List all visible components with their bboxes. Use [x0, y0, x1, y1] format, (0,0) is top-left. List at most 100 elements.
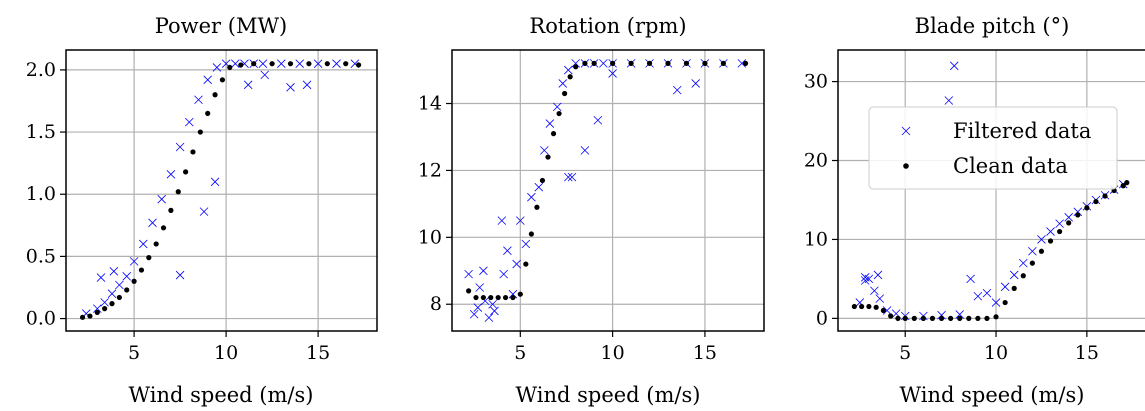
x-tick-label: 5 — [514, 342, 526, 364]
data-point-filtered — [521, 239, 531, 249]
data-point-filtered — [1055, 219, 1064, 228]
data-point-filtered — [982, 288, 992, 298]
marker-stroke — [295, 59, 304, 68]
data-point-filtered — [115, 280, 124, 290]
panel-title: Blade pitch (°) — [915, 14, 1070, 38]
data-point-filtered — [175, 142, 185, 152]
marker-stroke — [737, 59, 747, 68]
marker-stroke — [212, 63, 222, 72]
data-point-filtered — [1000, 282, 1010, 292]
data-point-filtered — [473, 303, 483, 312]
data-point-clean — [251, 61, 257, 67]
data-point-filtered — [991, 298, 1001, 307]
data-point-filtered — [516, 216, 525, 225]
data-point-filtered — [93, 304, 102, 313]
x-tick-label: 10 — [214, 342, 238, 364]
marker-stroke — [313, 59, 323, 68]
data-point-filtered — [1028, 246, 1037, 256]
data-point-filtered — [508, 289, 518, 299]
panel-rotation: Rotation (rpm) Wind speed (m/s) 5 10 15 8 10… — [418, 14, 765, 407]
panel-title: Power (MW) — [155, 14, 288, 38]
marker-stroke — [475, 283, 484, 292]
data-point-clean — [205, 110, 211, 117]
marker-stroke — [203, 75, 212, 85]
data-point-filtered — [1073, 207, 1083, 217]
tick-layer: 5 10 15 0 10 20 30 — [804, 71, 1099, 364]
marker-stroke — [479, 266, 488, 276]
data-point-filtered — [564, 172, 573, 182]
data-point-filtered — [96, 273, 106, 282]
marker-stroke — [882, 306, 892, 315]
y-tick-label: 20 — [804, 150, 828, 172]
data-point-clean — [975, 315, 981, 321]
data-point-clean — [851, 303, 857, 310]
data-point-clean — [528, 231, 534, 237]
panel-title: Rotation (rpm) — [529, 14, 686, 38]
data-point-clean — [269, 61, 275, 67]
data-point-filtered — [1019, 258, 1028, 268]
data-point-filtered — [599, 59, 608, 68]
data-point-filtered — [490, 306, 499, 316]
legend-box — [868, 106, 1118, 190]
y-tick-label: 0.5 — [26, 245, 56, 267]
data-point-filtered — [286, 83, 295, 92]
marker-stroke — [1046, 227, 1055, 236]
marker-stroke — [258, 59, 268, 68]
data-point-filtered — [109, 267, 119, 276]
data-point-clean — [984, 315, 990, 321]
axes-frame — [837, 49, 1145, 332]
marker-stroke — [512, 259, 521, 269]
data-point-clean — [866, 303, 872, 310]
data-point-clean — [610, 60, 616, 66]
panel-power: Power (MW) Wind speed (m/s) 5 10 15 0.0 0.5 1… — [26, 14, 378, 407]
marker-stroke — [672, 85, 682, 95]
data-point-filtered — [497, 216, 507, 225]
data-point-clean — [212, 92, 218, 98]
marker-stroke — [1064, 213, 1073, 222]
data-point-filtered — [691, 79, 700, 88]
y-tick-label: 30 — [804, 71, 828, 93]
marker-stroke — [955, 310, 964, 319]
data-point-clean — [966, 315, 972, 321]
data-point-filtered — [873, 270, 883, 280]
data-point-clean — [646, 60, 653, 66]
data-point-filtered — [527, 192, 536, 202]
marker-stroke — [873, 270, 883, 280]
y-tick-label: 8 — [430, 293, 442, 315]
data-point-filtered — [203, 75, 212, 85]
y-tick-label: 0.0 — [26, 308, 56, 330]
marker-stroke — [231, 59, 240, 68]
data-point-clean — [355, 62, 362, 68]
marker-stroke — [1000, 282, 1010, 292]
marker-stroke — [1037, 235, 1046, 244]
data-point-clean — [1002, 299, 1008, 306]
data-point-clean — [495, 294, 501, 301]
x-tick-label: 5 — [128, 342, 140, 364]
marker-stroke — [608, 69, 617, 78]
data-point-clean — [190, 149, 196, 155]
marker-stroke — [109, 267, 119, 276]
marker-stroke — [860, 276, 870, 285]
marker-stroke — [499, 269, 508, 279]
data-point-clean — [168, 207, 174, 213]
marker-stroke — [599, 59, 608, 68]
marker-stroke — [558, 79, 568, 88]
data-point-clean — [582, 60, 588, 66]
axes-frame — [65, 49, 378, 332]
data-point-filtered — [672, 85, 682, 95]
x-tick-label: 10 — [601, 342, 625, 364]
data-point-filtered — [332, 59, 341, 68]
marker-stroke — [991, 298, 1001, 307]
data-point-clean — [539, 177, 546, 184]
y-tick-label: 1.5 — [26, 121, 56, 143]
data-point-clean — [87, 313, 93, 319]
data-point-clean — [938, 315, 945, 321]
data-point-clean — [306, 61, 312, 67]
data-point-filtered — [107, 289, 117, 298]
data-point-clean — [545, 154, 551, 160]
data-point-filtered — [139, 239, 148, 249]
y-tick-label: 10 — [804, 228, 828, 250]
data-point-filtered — [194, 95, 203, 105]
data-point-filtered — [882, 306, 892, 315]
data-point-filtered — [966, 274, 975, 284]
